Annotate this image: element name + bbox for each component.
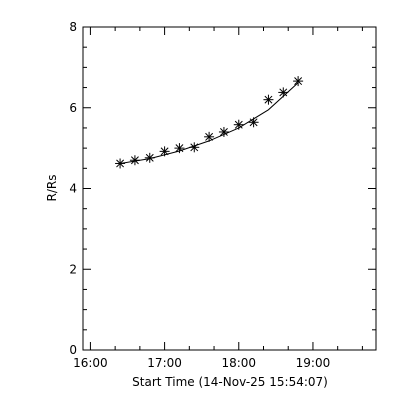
x-axis-ticks: 16:00 17:00 18:00 19:00 (73, 27, 363, 370)
data-point (278, 87, 289, 98)
y-tick-label: 8 (69, 20, 77, 34)
x-tick-label: 18:00 (221, 356, 256, 370)
y-axis-label: R/Rs (45, 175, 59, 202)
y-tick-label: 2 (69, 262, 77, 276)
data-point (144, 152, 155, 163)
data-point (204, 131, 215, 142)
data-point (248, 117, 259, 128)
x-tick-label: 19:00 (296, 356, 331, 370)
y-tick-label: 0 (69, 343, 77, 357)
y-axis-ticks: 0 2 4 6 8 (69, 20, 376, 357)
plot-frame (82, 26, 377, 351)
data-point (218, 126, 229, 137)
data-point (233, 119, 244, 130)
data-point (159, 146, 170, 157)
data-point (263, 94, 274, 105)
x-tick-label: 17:00 (147, 356, 182, 370)
fit-curve (120, 82, 299, 164)
y-tick-label: 6 (69, 101, 77, 115)
data-markers (115, 76, 304, 169)
data-point (115, 158, 126, 169)
y-tick-label: 4 (69, 182, 77, 196)
x-tick-label: 16:00 (73, 356, 108, 370)
data-point (189, 142, 200, 153)
data-point (129, 155, 140, 166)
x-axis-label: Start Time (14-Nov-25 15:54:07) (132, 375, 328, 389)
data-point (293, 76, 304, 87)
data-point (174, 143, 185, 154)
